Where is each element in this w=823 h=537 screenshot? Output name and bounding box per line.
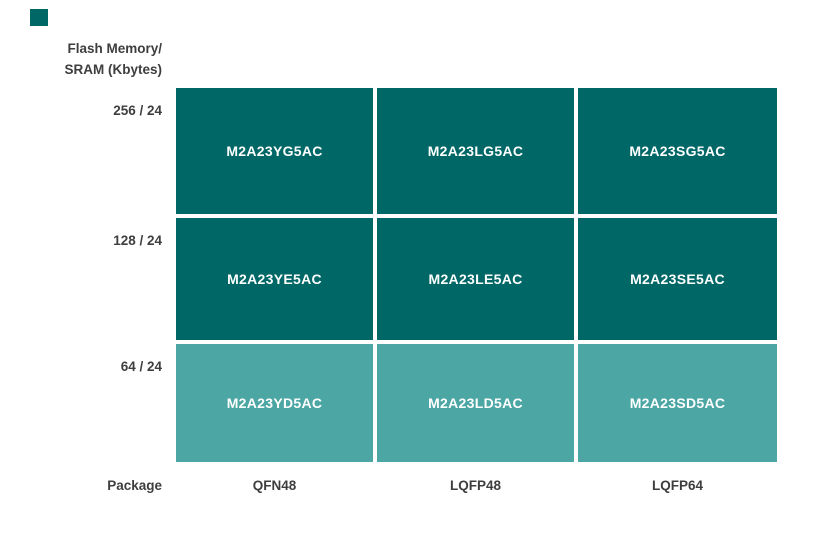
corner-swatch	[30, 9, 48, 26]
row-label-128-24: 128 / 24	[113, 233, 162, 248]
row-label-64-24: 64 / 24	[120, 359, 162, 374]
row-axis-title: Flash Memory/ SRAM (Kbytes)	[0, 0, 172, 84]
matrix-cell: M2A23YG5AC	[176, 88, 373, 214]
matrix-cell: M2A23LG5AC	[377, 88, 574, 214]
row-axis-title-line1: Flash Memory/	[67, 41, 162, 56]
matrix-cell: M2A23LE5AC	[377, 218, 574, 340]
matrix-cell: M2A23SD5AC	[578, 344, 777, 462]
matrix-cell: M2A23YE5AC	[176, 218, 373, 340]
matrix-cell: M2A23SG5AC	[578, 88, 777, 214]
header-spacer	[176, 0, 373, 84]
col-label-lqfp48: LQFP48	[449, 477, 501, 493]
col-axis-title: Package	[107, 477, 162, 493]
col-label-qfn48: QFN48	[252, 477, 297, 493]
matrix-cell: M2A23LD5AC	[377, 344, 574, 462]
col-label-lqfp64: LQFP64	[651, 477, 703, 493]
header-spacer	[578, 0, 777, 84]
row-label-256-24: 256 / 24	[113, 103, 162, 118]
selector-matrix: Flash Memory/ SRAM (Kbytes) 256 / 24 M2A…	[0, 0, 777, 493]
matrix-cell: M2A23YD5AC	[176, 344, 373, 462]
row-axis-title-line2: SRAM (Kbytes)	[64, 62, 162, 77]
matrix-cell: M2A23SE5AC	[578, 218, 777, 340]
header-spacer	[377, 0, 574, 84]
